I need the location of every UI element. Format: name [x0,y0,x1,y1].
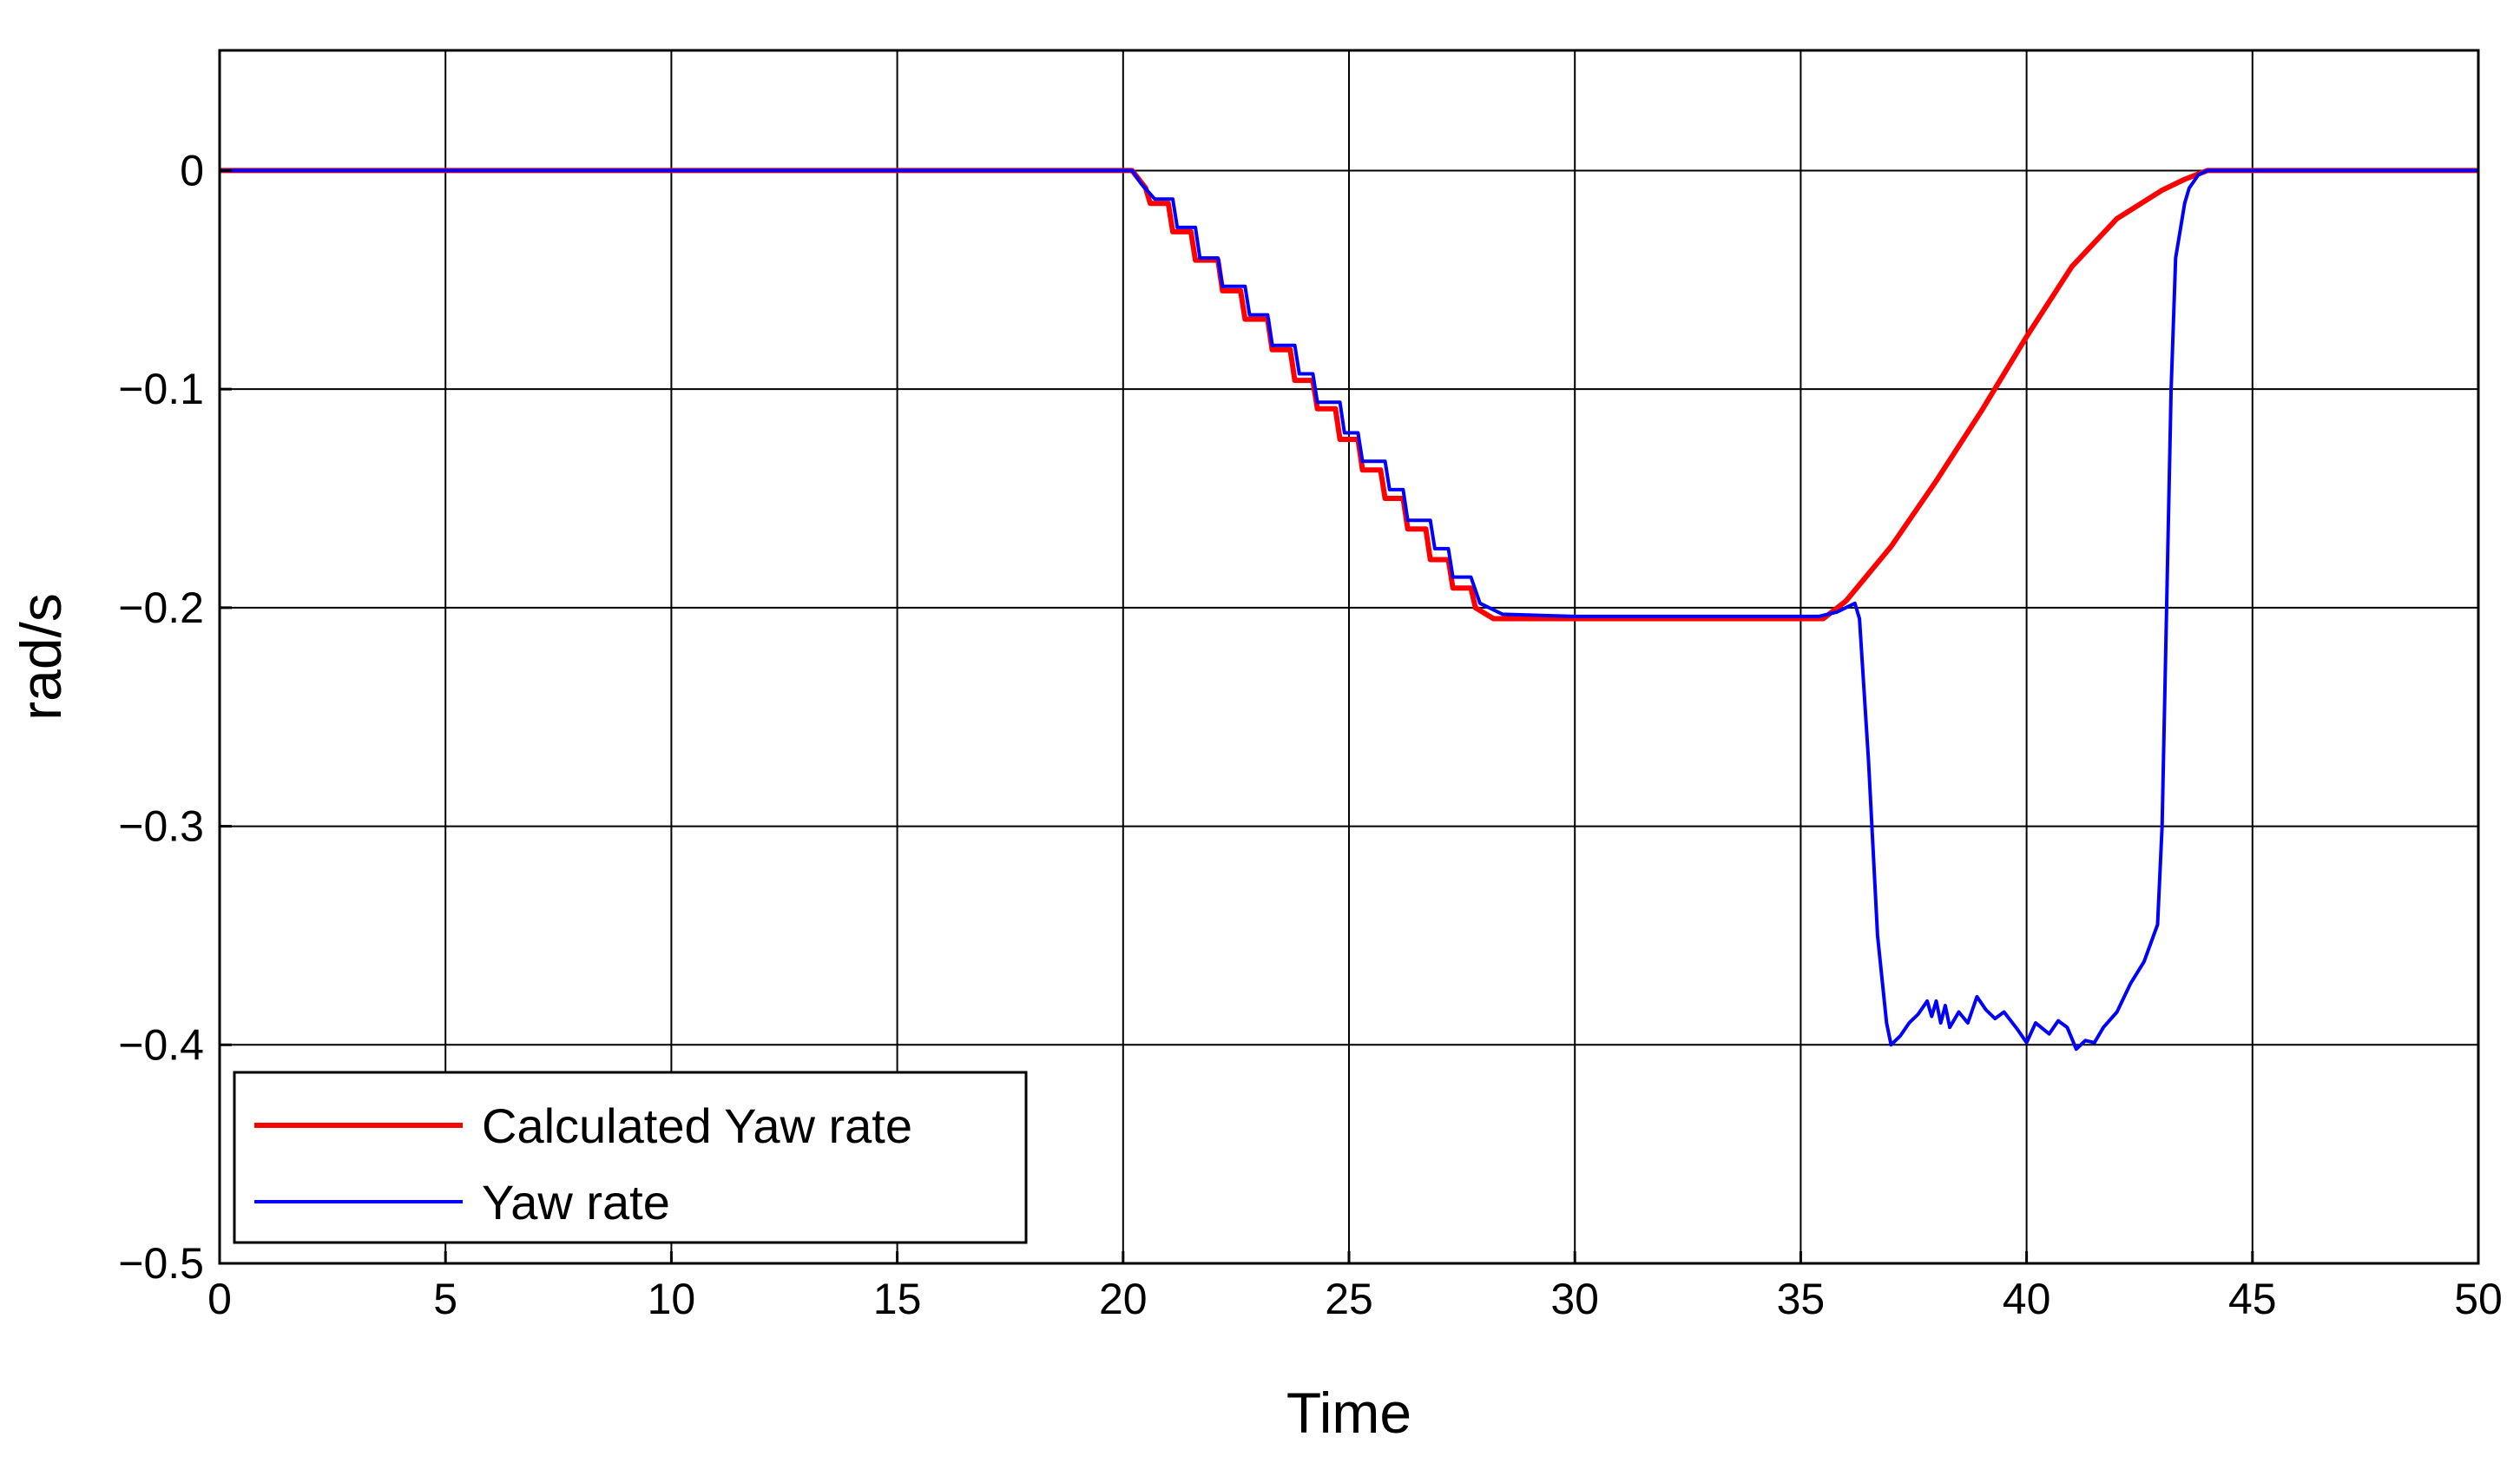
tick-labels: 0 5 10 15 20 25 30 35 40 45 50 0 −0.1 −0.2 −0.3 −0.4 −0.… [118,146,2503,1323]
x-tick-label: 25 [1325,1275,1373,1323]
series-lines [220,168,2478,1052]
y-axis-label: rad/s [9,593,73,721]
x-tick-label: 45 [2228,1275,2277,1323]
y-tick-label: −0.1 [118,365,204,413]
y-tick-label: −0.4 [118,1020,204,1069]
x-tick-label: 35 [1777,1275,1826,1323]
legend-label-yaw-rate: Yaw rate [482,1175,670,1230]
x-tick-label: 10 [648,1275,696,1323]
y-tick-label: −0.5 [118,1239,204,1288]
x-tick-label: 0 [207,1275,232,1323]
y-tick-label: 0 [180,146,204,194]
legend: Calculated Yaw rate Yaw rate [233,1071,1028,1244]
y-tick-label: −0.2 [118,583,204,632]
legend-label-calculated-yaw-rate: Calculated Yaw rate [482,1098,912,1153]
x-tick-label: 40 [2003,1275,2051,1323]
x-axis-label: Time [1286,1381,1411,1445]
x-tick-label: 15 [873,1275,922,1323]
x-tick-label: 5 [433,1275,457,1323]
series-yaw-rate [220,168,2478,1052]
x-tick-label: 30 [1550,1275,1599,1323]
x-tick-label: 50 [2454,1275,2503,1323]
x-tick-label: 20 [1099,1275,1148,1323]
y-tick-label: −0.3 [118,802,204,851]
legend-box [233,1071,1028,1244]
